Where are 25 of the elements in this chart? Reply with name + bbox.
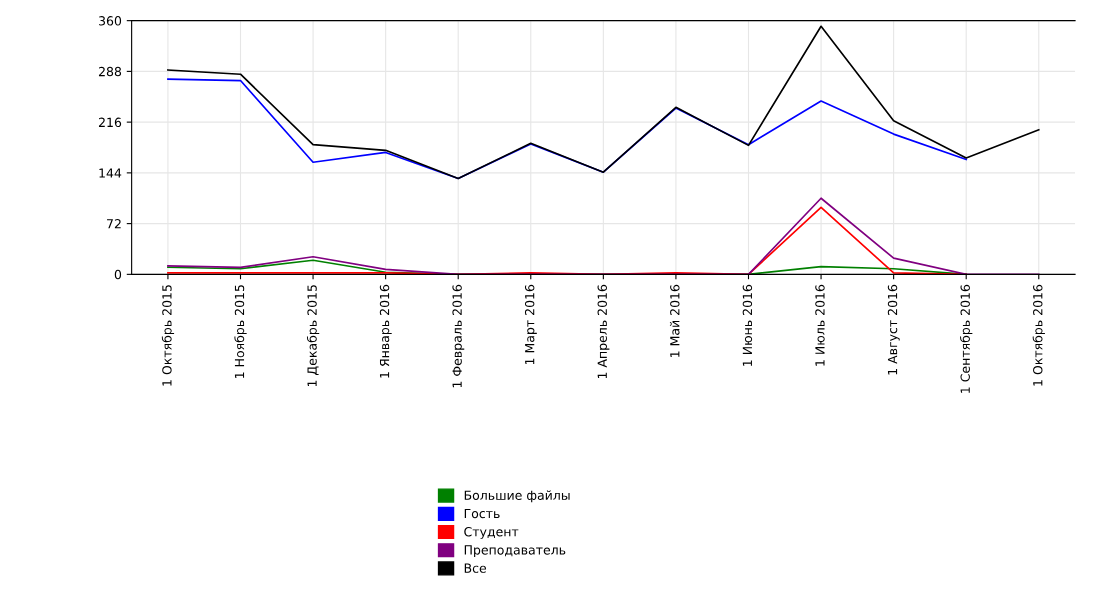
x-tick-label: 1 Октябрь 2015	[161, 285, 175, 386]
legend-label: Гость	[464, 508, 500, 519]
y-tick-label: 0	[114, 269, 122, 280]
line-series	[167, 25, 1040, 180]
y-tick-label: 288	[98, 66, 122, 77]
x-tick-label: 1 Апрель 2016	[597, 284, 610, 379]
x-tick-label: 1 Март 2016	[524, 284, 537, 365]
x-tick-label: 1 Сентябрь 2016	[960, 284, 973, 393]
legend-label: Большие файлы	[464, 490, 570, 503]
y-tick-label: 144	[99, 168, 122, 178]
x-tick-label: 1 Октябрь 2016	[1032, 284, 1045, 386]
y-tick-label: 216	[98, 117, 122, 128]
legend-label: Преподаватель	[464, 545, 566, 558]
x-tick-label: 1 Ноябрь 2015	[234, 285, 247, 378]
x-tick-label: 1 Январь 2016	[379, 284, 392, 378]
x-tick-label: 1 Август 2016	[887, 284, 900, 375]
x-tick-label: 1 Июнь 2016	[742, 284, 753, 366]
x-tick-label: 1 Июль 2016	[815, 284, 825, 366]
x-tick-label: 1 Декабрь 2015	[306, 285, 320, 387]
y-tick-label: 72	[107, 219, 121, 229]
x-tick-label: 1 Май 2016	[669, 284, 680, 357]
x-tick-label: 1 Февраль 2016	[452, 284, 465, 388]
legend-label: Студент	[464, 526, 519, 539]
y-tick-label: 360	[99, 16, 122, 26]
legend-label: Все	[464, 563, 487, 573]
